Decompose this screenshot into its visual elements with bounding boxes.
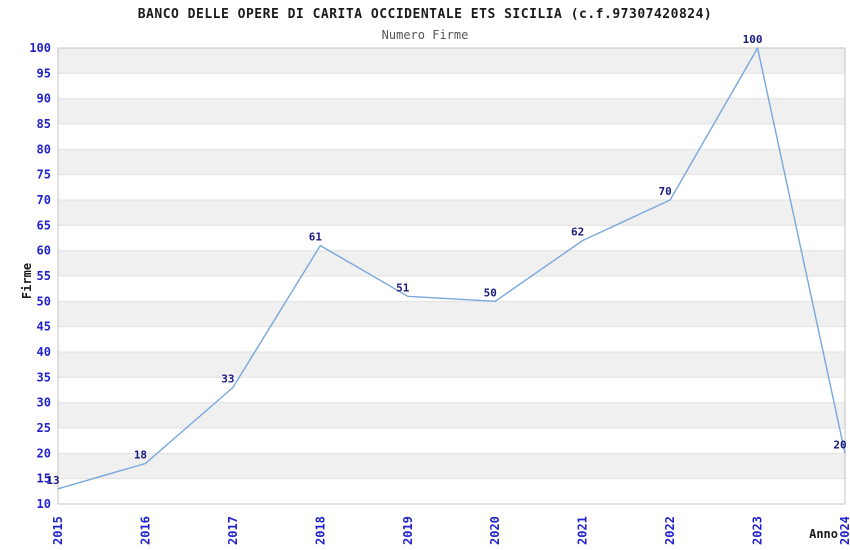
- band: [58, 149, 845, 175]
- x-tick-label: 2018: [313, 516, 327, 545]
- point-value-label: 20: [833, 438, 846, 451]
- point-value-label: 50: [484, 286, 497, 299]
- point-value-label: 18: [134, 448, 147, 461]
- point-value-label: 62: [571, 226, 584, 239]
- band: [58, 98, 845, 124]
- y-tick-label: 75: [37, 168, 51, 182]
- band: [58, 200, 845, 226]
- background-bands: [58, 48, 845, 479]
- point-value-label: 70: [658, 185, 671, 198]
- y-tick-label: 40: [37, 345, 51, 359]
- point-labels: 13 18 33 61 51 50 62 70 100 20: [46, 33, 846, 487]
- point-value-label: 61: [309, 231, 323, 244]
- y-axis-title: Firme: [20, 263, 34, 299]
- plot-border: [57, 47, 846, 505]
- data-line: [57, 47, 846, 490]
- band: [58, 352, 845, 378]
- x-tick-label: 2020: [488, 516, 502, 545]
- point-value-label: 51: [396, 281, 410, 294]
- band: [58, 301, 845, 327]
- y-tick-labels: 10 15 20 25 30 35 40 45 50 55 60 65 70 75 80 85 90 95 100: [29, 41, 51, 511]
- x-tick-label: 2016: [138, 516, 152, 545]
- y-tick-label: 20: [37, 446, 51, 460]
- plot-border-rect: [57, 47, 846, 505]
- band: [58, 250, 845, 276]
- point-value-label: 13: [46, 474, 59, 487]
- y-tick-label: 45: [37, 320, 51, 334]
- y-tick-label: 30: [37, 396, 51, 410]
- x-tick-labels: 2015 2016 2017 2018 2019 2020 2021 2022 2023 2024: [51, 516, 850, 545]
- y-tick-label: 10: [37, 497, 51, 511]
- y-tick-label: 35: [37, 370, 51, 384]
- y-tick-label: 90: [37, 92, 51, 106]
- y-tick-label: 85: [37, 117, 51, 131]
- y-tick-label: 60: [37, 244, 51, 258]
- x-tick-label: 2023: [751, 516, 765, 545]
- series-line: [57, 47, 846, 490]
- y-tick-label: 15: [37, 472, 51, 486]
- point-value-label: 100: [743, 33, 763, 46]
- chart-subtitle: Numero Firme: [381, 28, 469, 42]
- x-tick-label: 2024: [838, 516, 850, 545]
- x-axis-title: Anno: [809, 527, 838, 541]
- point-value-label: 33: [221, 372, 234, 385]
- y-tick-label: 55: [37, 269, 51, 283]
- y-tick-label: 100: [29, 41, 51, 55]
- x-tick-label: 2022: [663, 516, 677, 545]
- chart-title: BANCO DELLE OPERE DI CARITA OCCIDENTALE …: [137, 7, 713, 22]
- x-tick-label: 2021: [576, 516, 590, 545]
- band: [58, 48, 845, 74]
- x-tick-label: 2017: [226, 516, 240, 545]
- x-tick-label: 2015: [51, 516, 65, 545]
- band: [58, 453, 845, 479]
- y-tick-label: 70: [37, 193, 51, 207]
- y-tick-label: 80: [37, 142, 51, 156]
- y-tick-label: 95: [37, 66, 51, 80]
- y-tick-label: 65: [37, 218, 51, 232]
- band: [58, 402, 845, 428]
- y-tick-label: 25: [37, 421, 51, 435]
- x-tick-label: 2019: [401, 516, 415, 545]
- y-tick-label: 50: [37, 294, 51, 308]
